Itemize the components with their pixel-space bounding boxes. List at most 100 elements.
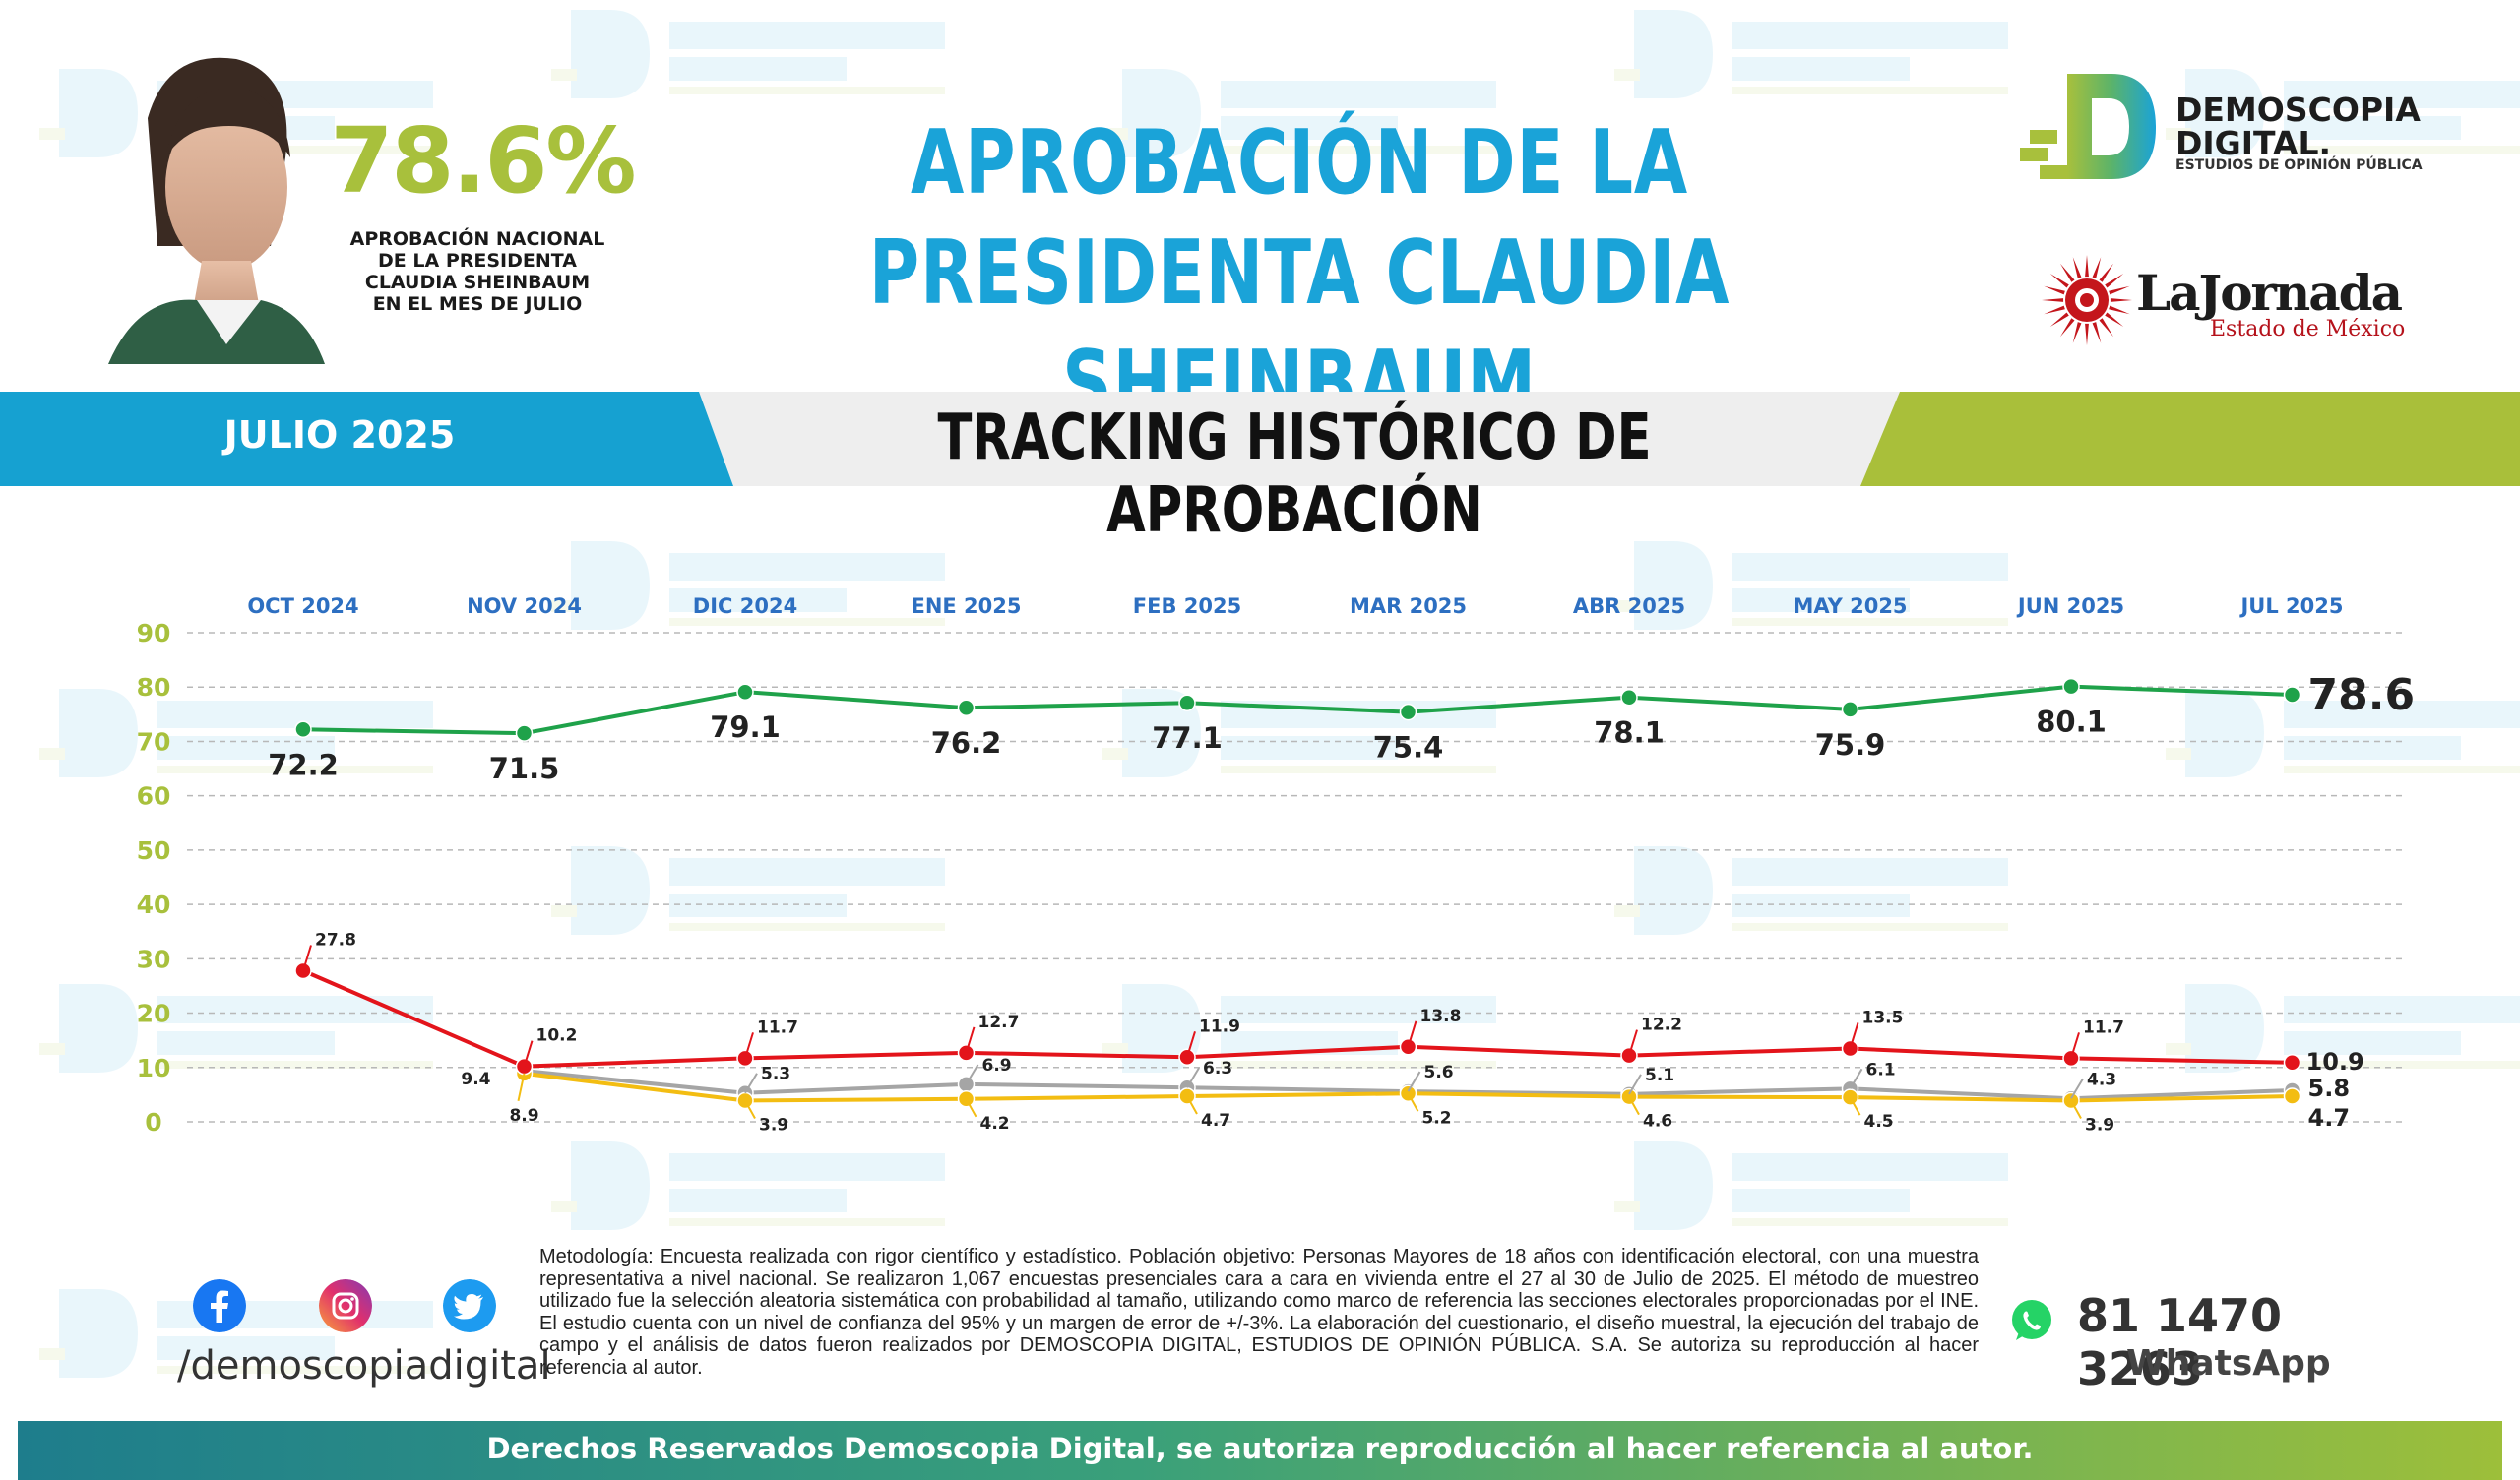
y-tick-label: 20 <box>137 1000 171 1028</box>
label-leader <box>744 1099 756 1119</box>
label-leader <box>517 1073 526 1102</box>
label-leader <box>1407 1071 1421 1092</box>
data-label-green: 76.2 <box>931 726 1002 760</box>
label-leader <box>2070 1078 2084 1099</box>
data-label-green: 80.1 <box>2036 706 2107 739</box>
data-point-red <box>2283 1054 2301 1072</box>
data-label-red: 10.9 <box>2306 1048 2364 1076</box>
data-point-green <box>2283 686 2301 704</box>
label-leader <box>744 1032 754 1059</box>
label-leader <box>1628 1074 1642 1095</box>
approval-line-chart: 0 10 20 30 40 50 60 70 80 90 OCT 2024 NOV 2024 DIC 2… <box>137 594 2415 1137</box>
x-category-label: DIC 2024 <box>693 594 797 618</box>
approval-caption-line: CLAUDIA SHEINBAUM <box>364 272 591 293</box>
label-leader <box>523 1040 534 1067</box>
x-category-label: NOV 2024 <box>467 594 582 618</box>
sun-ray <box>2044 285 2065 295</box>
label-leader <box>1407 1020 1418 1048</box>
sun-ray <box>2059 318 2075 338</box>
x-category-label: FEB 2025 <box>1133 594 1241 618</box>
social-handle[interactable]: /demoscopiadigital <box>177 1343 551 1388</box>
label-leader <box>965 1098 977 1118</box>
sun-ray <box>2085 323 2089 345</box>
president-portrait <box>108 57 325 364</box>
data-point-green <box>2062 677 2080 696</box>
label-leader <box>744 1073 758 1094</box>
label-leader <box>965 1064 979 1085</box>
label-leader <box>1407 1092 1419 1112</box>
y-tick-label: 40 <box>137 891 171 919</box>
x-category-label: ABR 2025 <box>1573 594 1685 618</box>
label-leader <box>1628 1096 1640 1116</box>
series-line-red <box>302 968 2293 1069</box>
whatsapp-number[interactable]: 81 1470 3263 <box>2077 1289 2283 1395</box>
data-point-gray <box>957 1076 976 1093</box>
approval-value: 78.6% <box>330 108 636 214</box>
whatsapp-icon[interactable] <box>2008 1297 2055 1344</box>
data-label-red: 11.7 <box>757 1018 798 1037</box>
section-band <box>0 392 2520 486</box>
data-label-green: 75.9 <box>1815 728 1886 762</box>
data-point-green <box>957 699 976 716</box>
x-category-label: ENE 2025 <box>911 594 1021 618</box>
rights-notice: Derechos Reservados Demoscopia Digital, … <box>486 1432 2034 1465</box>
demoscopia-logo-icon <box>2020 74 2156 179</box>
data-label-yellow: 4.5 <box>1864 1112 1894 1132</box>
y-tick-label: 0 <box>145 1108 161 1137</box>
x-category-label: OCT 2024 <box>247 594 358 618</box>
facebook-icon[interactable] <box>193 1279 246 1332</box>
data-label-yellow: 4.7 <box>1201 1111 1230 1131</box>
sun-ray <box>2072 257 2082 278</box>
page-title: APROBACIÓN DE LA PRESIDENTA CLAUDIA SHEI… <box>778 108 1822 439</box>
series-line-green <box>302 684 2293 736</box>
sun-ray <box>2085 255 2089 278</box>
data-point-yellow <box>2283 1087 2301 1105</box>
sun-ray <box>2105 273 2124 288</box>
sun-ray <box>2044 305 2065 315</box>
sun-ray <box>2092 322 2102 343</box>
y-tick-label: 80 <box>137 673 171 702</box>
label-leader <box>2070 1099 2082 1119</box>
demoscopia-logo-subtitle: ESTUDIOS DE OPINIÓN PÚBLICA <box>2175 157 2423 173</box>
data-label-red: 12.2 <box>1641 1016 1682 1035</box>
label-leader <box>1849 1068 1863 1089</box>
data-label-gray: 5.3 <box>761 1065 790 1084</box>
instagram-icon[interactable] <box>319 1279 372 1332</box>
label-leader <box>1186 1030 1196 1058</box>
sun-ray <box>2042 298 2064 302</box>
y-tick-label: 10 <box>137 1054 171 1082</box>
sun-ray <box>2059 263 2075 282</box>
sun-ray <box>2109 305 2130 315</box>
data-label-yellow: 8.9 <box>509 1106 538 1126</box>
data-label-red: 11.7 <box>2083 1018 2124 1037</box>
watermark-logo-icon <box>1614 0 2028 108</box>
footer-bar <box>18 1421 2502 1480</box>
approval-caption-line: EN EL MES DE JULIO <box>372 293 583 315</box>
x-category-label: JUN 2025 <box>2016 594 2124 618</box>
twitter-icon[interactable] <box>443 1279 496 1332</box>
data-label-red: 27.8 <box>315 930 356 950</box>
data-label-red: 13.8 <box>1420 1007 1462 1026</box>
data-label-yellow: 4.6 <box>1643 1112 1672 1132</box>
label-leader <box>965 1026 976 1054</box>
demoscopia-logo-text: DIGITAL. <box>2175 124 2332 162</box>
la-jornada-logo-text: LaJornada <box>2136 264 2403 322</box>
sun-ray <box>2049 312 2069 328</box>
data-label-yellow: 4.7 <box>2308 1104 2351 1132</box>
label-leader <box>1186 1067 1200 1088</box>
data-point-green <box>1178 694 1196 711</box>
data-label-red: 13.5 <box>1862 1008 1904 1027</box>
sun-ray <box>2099 263 2114 282</box>
sun-ray <box>2105 312 2124 328</box>
data-label-yellow: 5.2 <box>1422 1108 1452 1128</box>
data-label-yellow: 3.9 <box>759 1115 788 1135</box>
x-category-label: MAY 2025 <box>1793 594 1907 618</box>
report-date: JULIO 2025 <box>223 413 456 457</box>
data-label-yellow: 4.2 <box>980 1114 1010 1134</box>
data-label-red: 12.7 <box>978 1013 1020 1032</box>
data-label-green: 77.1 <box>1152 721 1223 755</box>
label-leader <box>302 945 312 971</box>
methodology-note: Metodología: Encuesta realizada con rigo… <box>539 1246 1979 1379</box>
sun-ray <box>2049 273 2069 288</box>
data-label-yellow: 3.9 <box>2085 1115 2114 1135</box>
